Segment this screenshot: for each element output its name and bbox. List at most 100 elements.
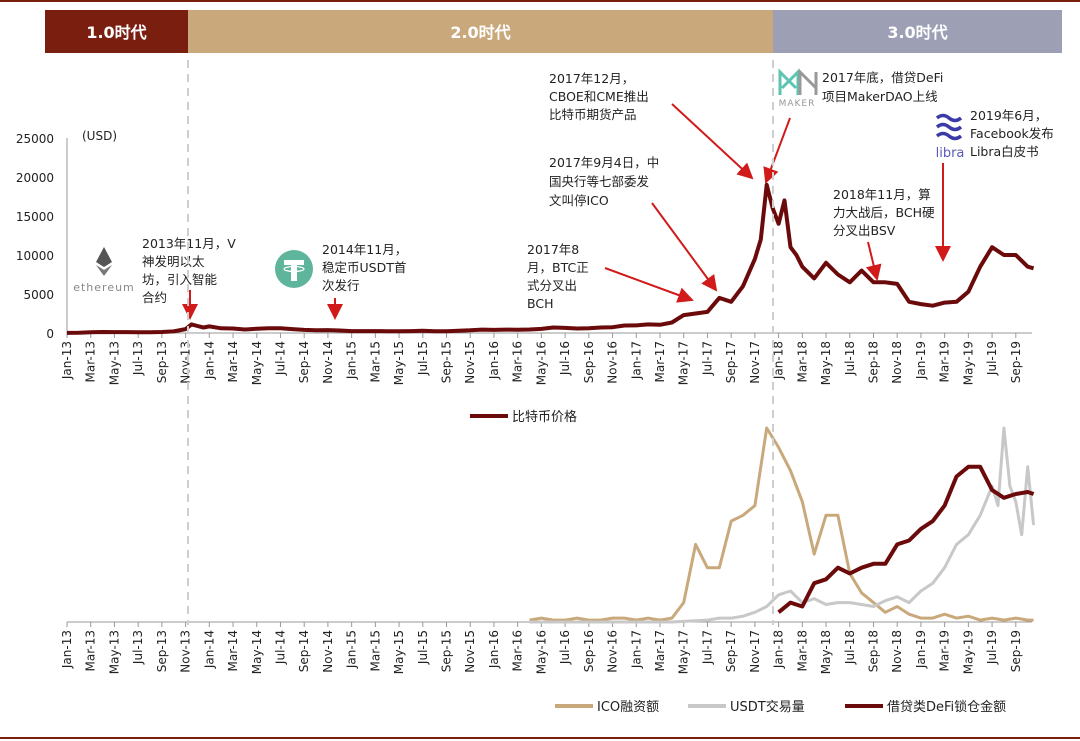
btc-price-chart: 0 5000 10000 15000 20000 25000 (USD) Jan-13 Mar-… bbox=[16, 129, 1035, 425]
x-tick-label: Jan-18 bbox=[772, 630, 786, 669]
x-tick-label: May-15 bbox=[392, 630, 406, 674]
x-tick-label: Jan-19 bbox=[914, 341, 928, 380]
x-tick-label: Sep-19 bbox=[1009, 341, 1023, 383]
y-tick-label: 15000 bbox=[16, 210, 54, 224]
annotation-line: 比特币期货产品 bbox=[549, 107, 637, 122]
annotation-text: 2017年9月4日，中国央行等七部委发文叫停ICO bbox=[549, 155, 659, 208]
annotation-line: 2017年9月4日，中 bbox=[549, 155, 659, 170]
x-tick-label: Jul-14 bbox=[273, 630, 287, 665]
x-tick-label: Jan-13 bbox=[60, 630, 74, 669]
x-tick-label: Nov-17 bbox=[748, 630, 762, 673]
annotation-arrow bbox=[763, 117, 791, 184]
x-tick-label: Mar-17 bbox=[653, 341, 667, 382]
x-tick-label: May-15 bbox=[392, 341, 406, 385]
x-tick-label: Sep-17 bbox=[724, 341, 738, 383]
legend-label-btc-price: 比特币价格 bbox=[512, 409, 577, 425]
annotations: 2013年11月，V 神发明以太坊，引入智能合约 2014年11月， 稳定币USDT首… bbox=[142, 70, 1054, 320]
x-tick-label: Sep-15 bbox=[440, 341, 454, 383]
annotation-text: 2018年11月，算力大战后，BCH硬分叉出BSV bbox=[833, 187, 935, 238]
x-tick-label: Nov-16 bbox=[606, 341, 620, 384]
y-tick-label: 10000 bbox=[16, 249, 54, 263]
ethereum-wordmark: ethereum bbox=[73, 281, 135, 294]
x-tick-label: Jul-19 bbox=[985, 341, 999, 376]
x-tick-label: May-18 bbox=[819, 341, 833, 385]
x-tick-label: Jul-19 bbox=[985, 630, 999, 665]
x-tick-label: Mar-15 bbox=[368, 630, 382, 671]
libra-wordmark: libra bbox=[936, 146, 965, 161]
x-tick-label: Nov-14 bbox=[321, 341, 335, 384]
annotation-text: 2017年8 月，BTC正式分叉出 BCH bbox=[527, 242, 589, 311]
x-tick-label: Jan-14 bbox=[202, 341, 216, 380]
annotation-text: 2013年11月，V 神发明以太坊，引入智能合约 bbox=[142, 236, 236, 305]
x-tick-label: May-16 bbox=[534, 630, 548, 674]
x-tick-label: Jul-17 bbox=[700, 630, 714, 665]
x-tick-label: Sep-13 bbox=[155, 630, 169, 672]
legend-label-ico: ICO融资额 bbox=[597, 700, 659, 715]
annotation-line: Facebook发布 bbox=[970, 126, 1054, 141]
annotation-line: 2018年11月，算 bbox=[833, 187, 931, 202]
legend-label-defi: 借贷类DeFi锁仓金额 bbox=[887, 699, 1006, 715]
x-tick-label: Nov-13 bbox=[179, 341, 193, 384]
x-tick-label: Jan-16 bbox=[487, 341, 501, 380]
x-tick-label: May-19 bbox=[961, 630, 975, 674]
defi-ico-usdt-chart: Jan-13 Mar-13 May-13 Jul-13 Sep-13 Nov-13 Jan-… bbox=[60, 426, 1036, 715]
x-tick-label: Jan-17 bbox=[629, 630, 643, 669]
x-tick-label: Sep-19 bbox=[1009, 630, 1023, 672]
x-tick-label: Jul-13 bbox=[131, 630, 145, 665]
x-tick-label: May-16 bbox=[534, 341, 548, 385]
annotation-line: 2017年12月， bbox=[549, 71, 634, 86]
libra-logo-icon: libra bbox=[936, 113, 965, 161]
x-tick-label: Jan-17 bbox=[629, 341, 643, 380]
annotation-line: 国央行等七部委发 bbox=[549, 174, 650, 189]
annotation-text: 2017年底，借贷DeFi 项目MakerDAO上线 bbox=[822, 70, 943, 104]
x-tick-label: Sep-15 bbox=[440, 630, 454, 672]
x-tick-label: Jul-15 bbox=[416, 630, 430, 665]
x-tick-label: Jan-13 bbox=[60, 341, 74, 380]
x-tick-label: Jan-18 bbox=[772, 341, 786, 380]
x-tick-label: Nov-17 bbox=[748, 341, 762, 384]
annotation-line: 2014年11月， bbox=[322, 242, 407, 257]
x-tick-label: Nov-15 bbox=[463, 341, 477, 384]
x-tick-label: Sep-16 bbox=[582, 630, 596, 672]
annotation-line: 合约 bbox=[142, 290, 167, 305]
tether-logo-icon bbox=[275, 250, 313, 288]
annotation-line: 次发行 bbox=[322, 278, 360, 293]
legend-label-usdt: USDT交易量 bbox=[730, 699, 805, 715]
x-tick-label: Mar-13 bbox=[84, 341, 98, 382]
x-tick-label: Mar-18 bbox=[795, 630, 809, 671]
annotation-text: 2014年11月， 稳定币USDT首次发行 bbox=[322, 242, 407, 293]
x-tick-label: Mar-16 bbox=[511, 630, 525, 671]
x-tick-label: May-13 bbox=[107, 630, 121, 674]
x-tick-label: Mar-14 bbox=[226, 341, 240, 382]
x-tick-label: Nov-18 bbox=[890, 341, 904, 384]
y-tick-label: 0 bbox=[46, 327, 54, 341]
annotation-line: 文叫停ICO bbox=[549, 193, 609, 208]
x-tick-label: May-17 bbox=[677, 341, 691, 385]
x-tick-label: Jul-13 bbox=[131, 341, 145, 376]
y-tick-label: 20000 bbox=[16, 171, 54, 185]
series-line-btc-price bbox=[66, 182, 1035, 335]
annotation-line: 2019年6月， bbox=[970, 108, 1047, 123]
era-label: 3.0时代 bbox=[887, 23, 947, 42]
x-tick-label: Mar-16 bbox=[511, 341, 525, 382]
maker-wordmark: MAKER bbox=[779, 99, 816, 109]
annotation-line: 2013年11月，V bbox=[142, 236, 236, 251]
x-tick-label: Sep-16 bbox=[582, 341, 596, 383]
annotation-arrow bbox=[671, 103, 754, 180]
annotation-line: 力大战后，BCH硬 bbox=[833, 205, 935, 220]
series-line-ico bbox=[529, 426, 1034, 622]
x-tick-label: Nov-13 bbox=[179, 630, 193, 673]
annotation-line: 项目MakerDAO上线 bbox=[822, 89, 938, 104]
series-line-defi bbox=[777, 464, 1035, 614]
era-band-2 bbox=[188, 10, 773, 53]
x-tick-label: Sep-17 bbox=[724, 630, 738, 672]
x-tick-label: Jan-19 bbox=[914, 630, 928, 669]
x-tick-label: May-17 bbox=[677, 630, 691, 674]
x-tick-label: Nov-18 bbox=[890, 630, 904, 673]
annotation-line: 神发明以太 bbox=[142, 254, 205, 269]
x-tick-label: Jul-18 bbox=[843, 630, 857, 665]
x-tick-label: Jul-17 bbox=[700, 341, 714, 376]
x-tick-label: Sep-18 bbox=[866, 630, 880, 672]
x-tick-label: Mar-19 bbox=[938, 341, 952, 382]
